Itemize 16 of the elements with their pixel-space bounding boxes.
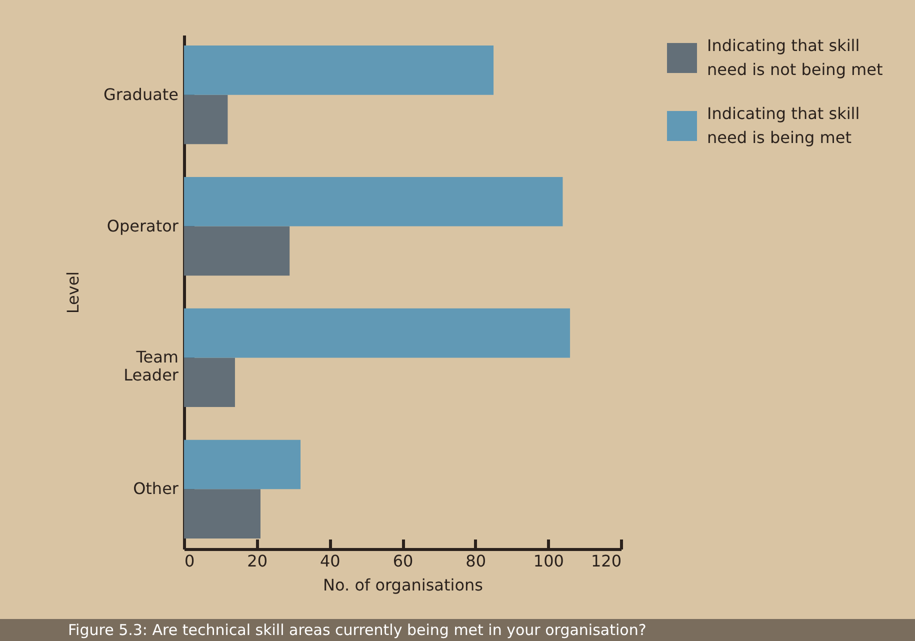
legend-label: Indicating that skill need is being met <box>707 103 861 149</box>
caption: Figure 5.3: Are technical skill areas currently being met in your organisation? <box>0 619 915 641</box>
x-tick-label: 40 <box>320 552 340 570</box>
x-tick-label: 80 <box>466 552 486 570</box>
y-tick-label: Operator <box>106 216 179 236</box>
x-tick-label: 0 <box>184 552 195 570</box>
y-tick-label: Graduate <box>104 84 178 104</box>
x-tick-label: 100 <box>533 552 564 570</box>
x-tick-label: 120 <box>590 552 622 570</box>
y-tick-label: Other <box>133 479 179 498</box>
y-axis-title: Level <box>64 271 82 314</box>
x-axis-title: No. of organisations <box>323 576 483 594</box>
legend-label: Indicating that skill need is not being met <box>707 35 884 81</box>
x-tick-label: 20 <box>247 552 268 570</box>
y-tick-label: Team Leader <box>124 348 179 385</box>
x-tick-label: 60 <box>392 552 414 570</box>
